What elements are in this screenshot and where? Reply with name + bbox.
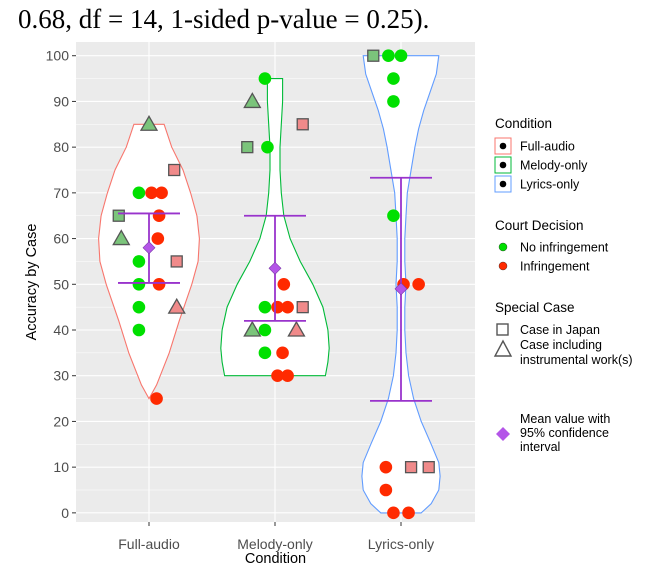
legend-key-court: [498, 242, 508, 252]
legend-key-triangle: [493, 339, 513, 357]
y-tick-label: 20: [53, 413, 69, 429]
y-tick-label: 0: [61, 505, 69, 521]
legend-label: No infringement: [520, 241, 609, 255]
legend-label: Full-audio: [520, 140, 575, 154]
data-point: [379, 460, 393, 474]
x-tick-label: Lyrics-only: [368, 536, 434, 552]
data-point: [281, 300, 294, 314]
legend-key-court: [498, 261, 508, 271]
legend-key-square: [496, 323, 509, 336]
y-tick-label: 30: [53, 368, 69, 384]
data-point: [132, 300, 146, 314]
legend-label: Melody-only: [520, 159, 588, 173]
legend-key-dot: [499, 142, 507, 150]
data-point-instrumental: [287, 320, 306, 337]
legend-key-dot: [499, 161, 507, 169]
data-point: [155, 186, 168, 200]
data-point: [258, 323, 272, 337]
data-points: [112, 49, 435, 520]
y-tick-label: 70: [53, 185, 69, 201]
legend-label: instrumental work(s): [520, 353, 633, 367]
data-point: [152, 209, 166, 223]
data-point: [258, 72, 272, 85]
data-point-japan: [422, 460, 435, 474]
data-point: [277, 277, 291, 291]
data-point-japan: [112, 209, 125, 222]
y-axis-ticks: 0 10 20 30 40 50 60 70 80 90 100: [46, 48, 76, 521]
data-point-japan: [168, 163, 181, 177]
data-point: [151, 232, 165, 245]
y-tick-label: 60: [53, 231, 69, 247]
data-point: [394, 49, 408, 63]
data-point: [132, 323, 146, 337]
y-tick-label: 10: [53, 459, 69, 475]
data-point: [271, 369, 284, 383]
data-point: [132, 186, 146, 200]
data-point: [132, 255, 146, 268]
legend-label: 95% confidence: [520, 426, 609, 440]
data-point: [261, 140, 274, 154]
legend-special-title: Special Case: [495, 300, 575, 315]
data-point: [276, 346, 289, 360]
x-tick-label: Full-audio: [118, 536, 180, 552]
data-point-japan: [241, 140, 254, 154]
data-point-instrumental: [243, 92, 262, 109]
legend-label: Case in Japan: [520, 323, 600, 337]
data-point: [281, 369, 294, 383]
data-point: [402, 506, 415, 520]
data-point-instrumental: [139, 114, 159, 131]
legend-court-title: Court Decision: [495, 218, 584, 233]
data-point: [132, 277, 146, 291]
data-point-japan: [296, 118, 309, 131]
data-point: [152, 277, 166, 291]
data-point: [379, 483, 393, 497]
data-point-instrumental: [112, 229, 131, 246]
legend-label: Infringement: [520, 260, 590, 274]
caption-text: 0.68, df = 14, 1-sided p-value = 0.25).: [18, 4, 430, 34]
legend-condition-title: Condition: [495, 116, 552, 131]
y-tick-label: 50: [53, 276, 69, 292]
legend-condition-items: Full-audio Melody-only Lyrics-only: [494, 137, 588, 193]
data-point-japan: [170, 255, 183, 268]
y-axis-title: Accuracy by Case: [24, 224, 40, 341]
legend-label: Case including: [520, 338, 602, 352]
mean-markers: [118, 176, 432, 402]
data-point: [150, 392, 163, 405]
data-point-instrumental: [243, 320, 262, 337]
x-tick-label: Melody-only: [237, 536, 312, 552]
data-point: [382, 49, 395, 63]
data-point-japan: [367, 49, 380, 62]
x-axis-title: Condition: [245, 551, 306, 565]
data-point: [412, 277, 425, 291]
data-point: [258, 300, 272, 314]
y-tick-label: 80: [53, 139, 69, 155]
legend: Condition Full-audio Melody-only Lyrics-on…: [493, 116, 633, 454]
y-tick-label: 40: [53, 322, 69, 338]
data-point: [387, 95, 400, 108]
data-point: [387, 72, 400, 85]
data-point-japan: [404, 460, 418, 474]
legend-key-dot: [499, 180, 507, 188]
data-point: [387, 209, 400, 223]
mean-diamond: [394, 282, 408, 296]
x-axis-ticks: Full-audio Melody-only Lyrics-only: [118, 522, 434, 552]
data-point: [387, 506, 400, 520]
mean-diamond: [268, 261, 282, 275]
y-tick-label: 100: [46, 48, 70, 64]
y-tick-label: 90: [53, 93, 69, 109]
legend-label: Mean value with: [520, 412, 610, 426]
data-point-japan: [296, 300, 309, 314]
legend-label: Lyrics-only: [520, 178, 580, 192]
legend-court-items: No infringement Infringement: [498, 241, 609, 274]
data-point: [258, 346, 272, 360]
legend-key-mean: [496, 427, 510, 441]
data-point-instrumental: [167, 297, 186, 314]
data-point: [145, 186, 158, 200]
mean-diamond: [142, 241, 156, 255]
legend-label: interval: [520, 440, 560, 454]
